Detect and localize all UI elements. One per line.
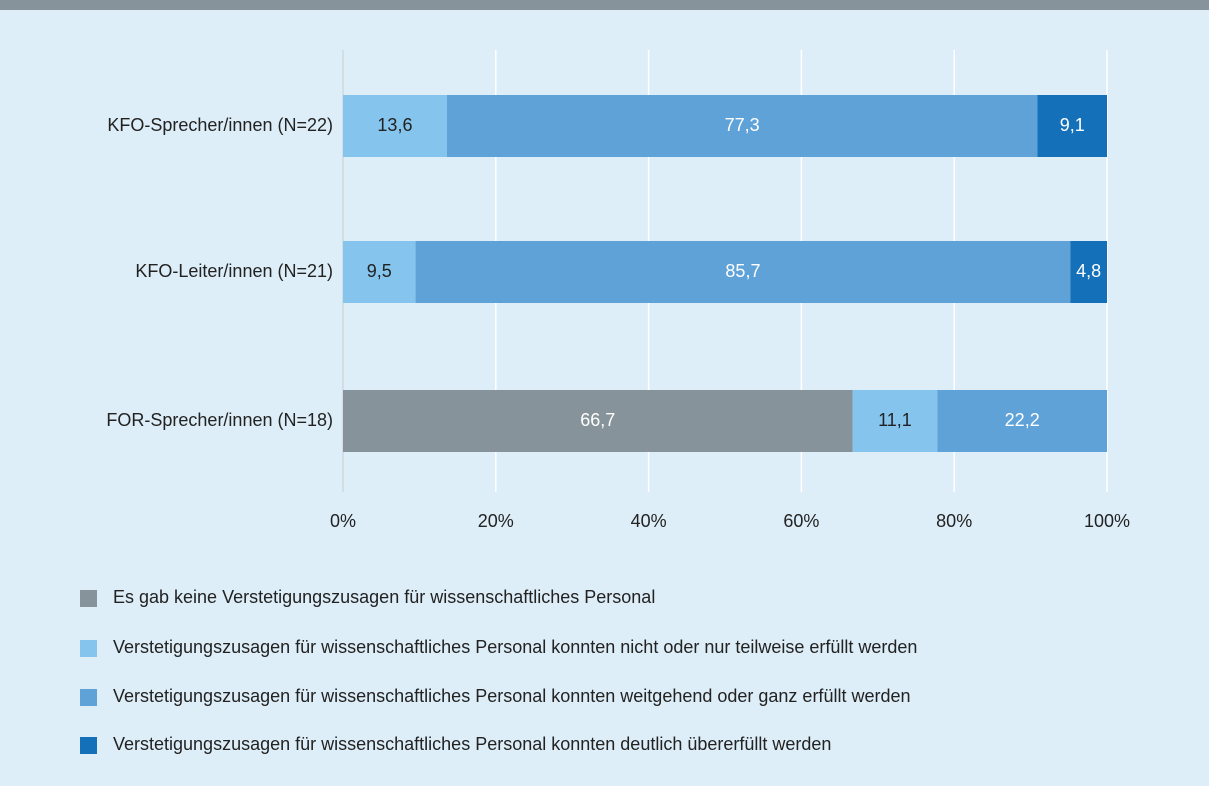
bar-segment — [343, 241, 416, 303]
legend-label: Verstetigungszusagen für wissenschaftlic… — [113, 686, 910, 706]
data-label: 22,2 — [1005, 410, 1040, 430]
legend-swatch — [80, 590, 97, 607]
data-label: 9,1 — [1060, 115, 1085, 135]
bar-segment — [343, 95, 447, 157]
bar-segment — [415, 241, 1071, 303]
bar-segment — [852, 390, 938, 452]
x-tick-label: 100% — [1084, 511, 1130, 531]
x-tick-label: 60% — [783, 511, 819, 531]
data-label: 66,7 — [580, 410, 615, 430]
x-tick-label: 0% — [330, 511, 356, 531]
top-band — [0, 0, 1209, 10]
legend-label: Verstetigungszusagen für wissenschaftlic… — [113, 734, 831, 754]
legend-swatch — [80, 737, 97, 754]
data-label: 85,7 — [725, 261, 760, 281]
x-tick-label: 20% — [478, 511, 514, 531]
bar-segment — [446, 95, 1038, 157]
category-label: FOR-Sprecher/innen (N=18) — [106, 410, 333, 430]
category-label: KFO-Leiter/innen (N=21) — [135, 261, 333, 281]
data-label: 13,6 — [377, 115, 412, 135]
data-label: 77,3 — [725, 115, 760, 135]
bar-segment — [937, 390, 1107, 452]
legend-swatch — [80, 689, 97, 706]
legend-label: Verstetigungszusagen für wissenschaftlic… — [113, 637, 917, 657]
legend-label: Es gab keine Verstetigungszusagen für wi… — [113, 587, 655, 607]
x-tick-label: 80% — [936, 511, 972, 531]
category-label: KFO-Sprecher/innen (N=22) — [107, 115, 333, 135]
legend-swatch — [80, 640, 97, 657]
x-tick-label: 40% — [631, 511, 667, 531]
data-label: 4,8 — [1076, 261, 1101, 281]
bar-segment — [1037, 95, 1107, 157]
bar-segment — [1070, 241, 1107, 303]
data-label: 11,1 — [878, 410, 912, 430]
data-label: 9,5 — [367, 261, 392, 281]
bar-segment — [343, 390, 853, 452]
